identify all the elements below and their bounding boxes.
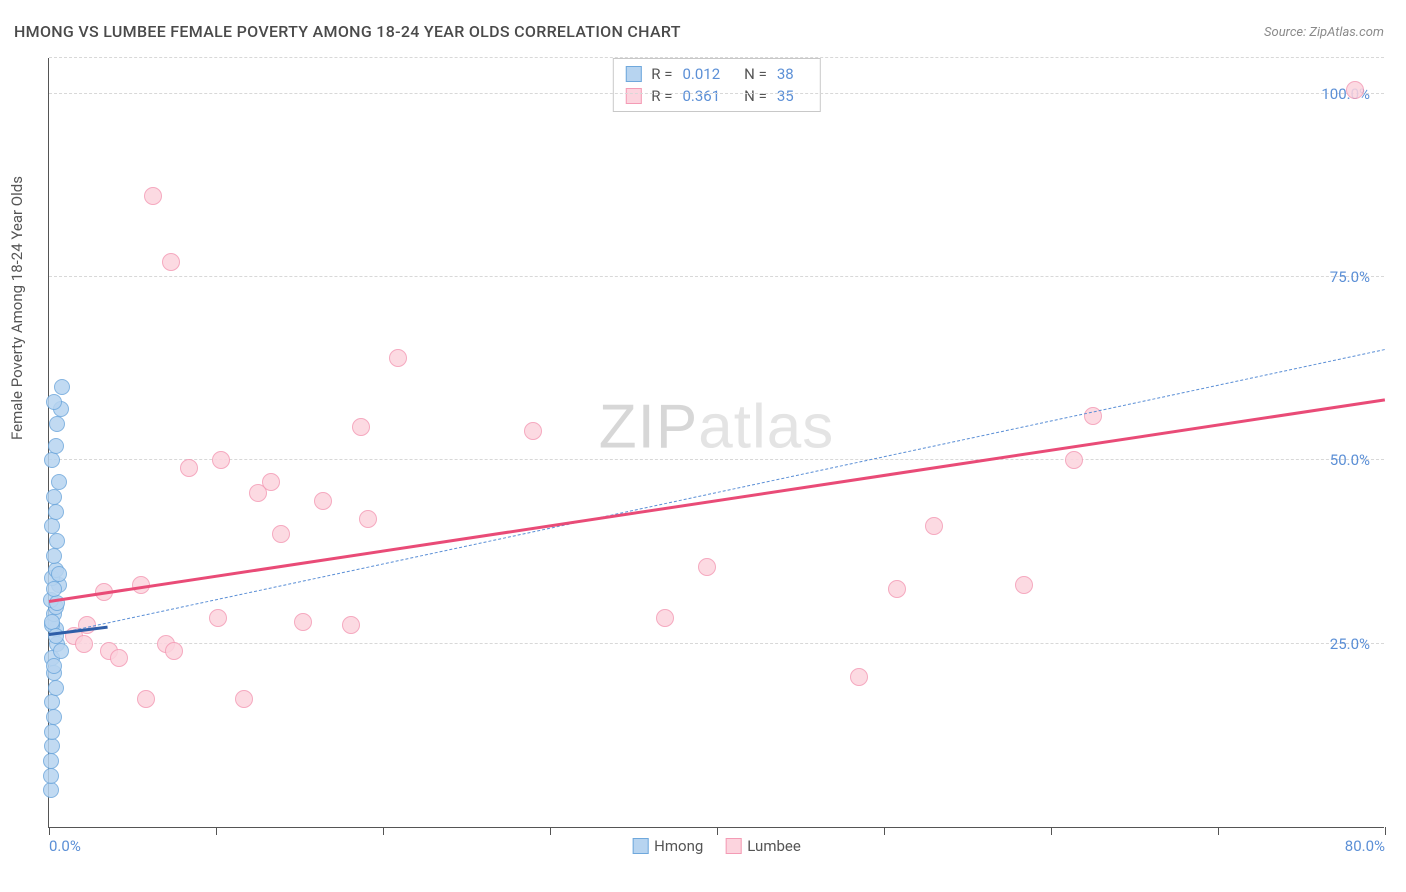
- data-point: [162, 253, 180, 271]
- data-point: [46, 394, 62, 410]
- data-point: [54, 379, 70, 395]
- data-point: [1065, 451, 1083, 469]
- r-label: R =: [651, 65, 672, 83]
- hmong-n-value: 38: [777, 65, 794, 83]
- grid-line: [49, 643, 1384, 644]
- data-point: [48, 680, 64, 696]
- data-point: [49, 533, 65, 549]
- data-point: [51, 566, 67, 582]
- data-point: [44, 694, 60, 710]
- data-point: [180, 459, 198, 477]
- data-point: [46, 489, 62, 505]
- data-point: [272, 525, 290, 543]
- lumbee-n-value: 35: [777, 87, 794, 105]
- y-tick-label: 25.0%: [1330, 635, 1370, 653]
- data-point: [46, 548, 62, 564]
- data-point: [524, 422, 542, 440]
- x-tick-label: 80.0%: [1345, 837, 1385, 855]
- data-point: [53, 643, 69, 659]
- data-point: [314, 492, 332, 510]
- data-point: [294, 613, 312, 631]
- data-point: [43, 768, 59, 784]
- data-point: [44, 452, 60, 468]
- data-point: [850, 668, 868, 686]
- data-point: [43, 753, 59, 769]
- lumbee-swatch-icon: [725, 838, 741, 854]
- stats-row-hmong: R = 0.012 N = 38: [625, 63, 807, 85]
- legend-item-lumbee: Lumbee: [725, 837, 801, 855]
- y-axis-label: Female Poverty Among 18-24 Year Olds: [8, 176, 26, 440]
- n-label: N =: [744, 65, 767, 83]
- lumbee-swatch: [625, 88, 641, 104]
- data-point: [1346, 81, 1364, 99]
- watermark-bold: ZIP: [599, 393, 698, 462]
- y-tick-label: 75.0%: [1330, 268, 1370, 286]
- legend-label-lumbee: Lumbee: [747, 837, 801, 855]
- x-tick: [216, 827, 217, 835]
- data-point: [656, 609, 674, 627]
- x-tick: [383, 827, 384, 835]
- data-point: [44, 518, 60, 534]
- grid-line: [49, 459, 1384, 460]
- hmong-swatch: [625, 66, 641, 82]
- data-point: [110, 649, 128, 667]
- data-point: [389, 349, 407, 367]
- n-label: N =: [744, 87, 767, 105]
- data-point: [1015, 576, 1033, 594]
- x-tick: [1218, 827, 1219, 835]
- legend-label-hmong: Hmong: [654, 837, 703, 855]
- r-label: R =: [651, 87, 672, 105]
- x-tick: [884, 827, 885, 835]
- grid-line: [49, 276, 1384, 277]
- grid-line: [49, 93, 1384, 94]
- data-point: [49, 416, 65, 432]
- data-point: [46, 709, 62, 725]
- data-point: [144, 187, 162, 205]
- hmong-r-value: 0.012: [682, 65, 720, 83]
- x-tick: [1385, 827, 1386, 835]
- data-point: [51, 474, 67, 490]
- data-point: [698, 558, 716, 576]
- chart-title: HMONG VS LUMBEE FEMALE POVERTY AMONG 18-…: [14, 22, 681, 41]
- data-point: [262, 473, 280, 491]
- data-point: [342, 616, 360, 634]
- data-point: [888, 580, 906, 598]
- data-point: [352, 418, 370, 436]
- data-point: [137, 690, 155, 708]
- data-point: [48, 504, 64, 520]
- data-point: [46, 658, 62, 674]
- x-tick: [550, 827, 551, 835]
- x-tick: [1051, 827, 1052, 835]
- data-point: [44, 738, 60, 754]
- watermark-light: atlas: [698, 393, 834, 462]
- x-tick: [49, 827, 50, 835]
- hmong-swatch-icon: [632, 838, 648, 854]
- data-point: [43, 782, 59, 798]
- bottom-legend: Hmong Lumbee: [632, 837, 801, 855]
- data-point: [46, 581, 62, 597]
- data-point: [48, 438, 64, 454]
- data-point: [44, 724, 60, 740]
- y-tick-label: 50.0%: [1330, 451, 1370, 469]
- grid-line: [49, 57, 1384, 58]
- trend-line: [49, 399, 1385, 604]
- scatter-plot-area: ZIPatlas R = 0.012 N = 38 R = 0.361 N = …: [48, 58, 1384, 828]
- x-tick: [717, 827, 718, 835]
- data-point: [165, 642, 183, 660]
- data-point: [75, 635, 93, 653]
- data-point: [212, 451, 230, 469]
- x-tick-label: 0.0%: [49, 837, 81, 855]
- source-label: Source: ZipAtlas.com: [1264, 25, 1384, 40]
- stats-row-lumbee: R = 0.361 N = 35: [625, 85, 807, 107]
- data-point: [44, 614, 60, 630]
- data-point: [209, 609, 227, 627]
- data-point: [925, 517, 943, 535]
- watermark: ZIPatlas: [599, 392, 834, 463]
- lumbee-r-value: 0.361: [682, 87, 720, 105]
- stats-legend: R = 0.012 N = 38 R = 0.361 N = 35: [612, 58, 820, 112]
- data-point: [235, 690, 253, 708]
- legend-item-hmong: Hmong: [632, 837, 703, 855]
- data-point: [359, 510, 377, 528]
